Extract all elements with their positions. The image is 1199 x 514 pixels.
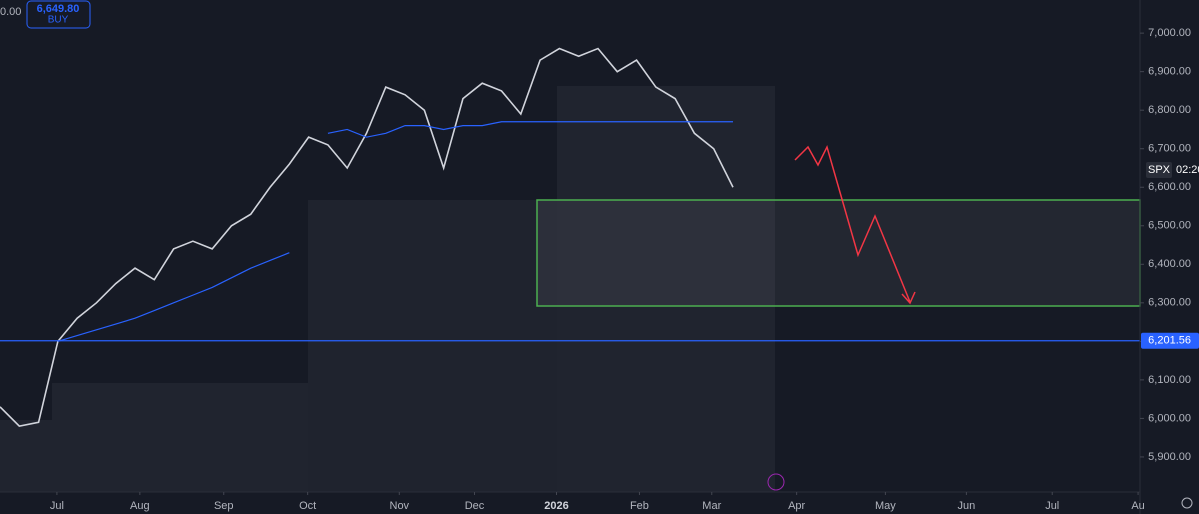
arrow-head <box>901 291 916 305</box>
x-tick-label: Apr <box>788 500 805 512</box>
target-zone <box>536 199 1141 307</box>
x-tick-label: Jul <box>50 500 64 512</box>
projection-arrow <box>794 144 911 303</box>
y-tick-label: 6,400.00 <box>1148 258 1191 270</box>
range-band <box>557 86 775 492</box>
y-tick-label: 6,700.00 <box>1148 143 1191 155</box>
y-tick-label: 5,900.00 <box>1148 451 1191 463</box>
x-tick-label: Aug <box>130 500 150 512</box>
order-button[interactable] <box>26 0 91 29</box>
y-tick-label: 6,500.00 <box>1148 220 1191 232</box>
settings-icon[interactable] <box>1181 497 1193 509</box>
symbol-tag <box>1146 162 1172 178</box>
series-line <box>0 47 734 427</box>
x-tick-label: Nov <box>390 500 410 512</box>
range-band <box>0 383 308 492</box>
x-tick-label: Au <box>1131 500 1144 512</box>
x-tick-label: Oct <box>299 500 316 512</box>
level-label: 6,201.56 <box>1148 335 1191 347</box>
x-tick-label: Jun <box>958 500 976 512</box>
countdown: 02:20:34 <box>1176 164 1199 176</box>
y-tick-label: 6,800.00 <box>1148 104 1191 116</box>
x-tick-label: May <box>875 500 896 512</box>
y-tick-label: 6,000.00 <box>1148 412 1191 424</box>
y-tick-label: 7,000.00 <box>1148 27 1191 39</box>
x-tick-label: Feb <box>630 500 649 512</box>
y-tick-label: 6,600.00 <box>1148 181 1191 193</box>
x-tick-label: Dec <box>465 500 485 512</box>
range-band <box>308 200 557 492</box>
level-tag <box>1141 332 1199 349</box>
y-tick-label: 6,100.00 <box>1148 374 1191 386</box>
symbol: SPX <box>1148 164 1171 176</box>
flash-icon[interactable] <box>767 473 785 491</box>
y-tick-label: 6,300.00 <box>1148 297 1191 309</box>
cut-price: 0.00 <box>0 6 21 18</box>
series-line <box>57 121 733 342</box>
x-tick-label: 2026 <box>544 500 568 512</box>
x-tick-label: Mar <box>702 500 721 512</box>
order-side: BUY <box>48 15 69 26</box>
order-price: 6,649.80 <box>37 3 80 15</box>
x-tick-label: Sep <box>214 500 234 512</box>
y-tick-label: 6,900.00 <box>1148 66 1191 78</box>
x-tick-label: Jul <box>1045 500 1059 512</box>
